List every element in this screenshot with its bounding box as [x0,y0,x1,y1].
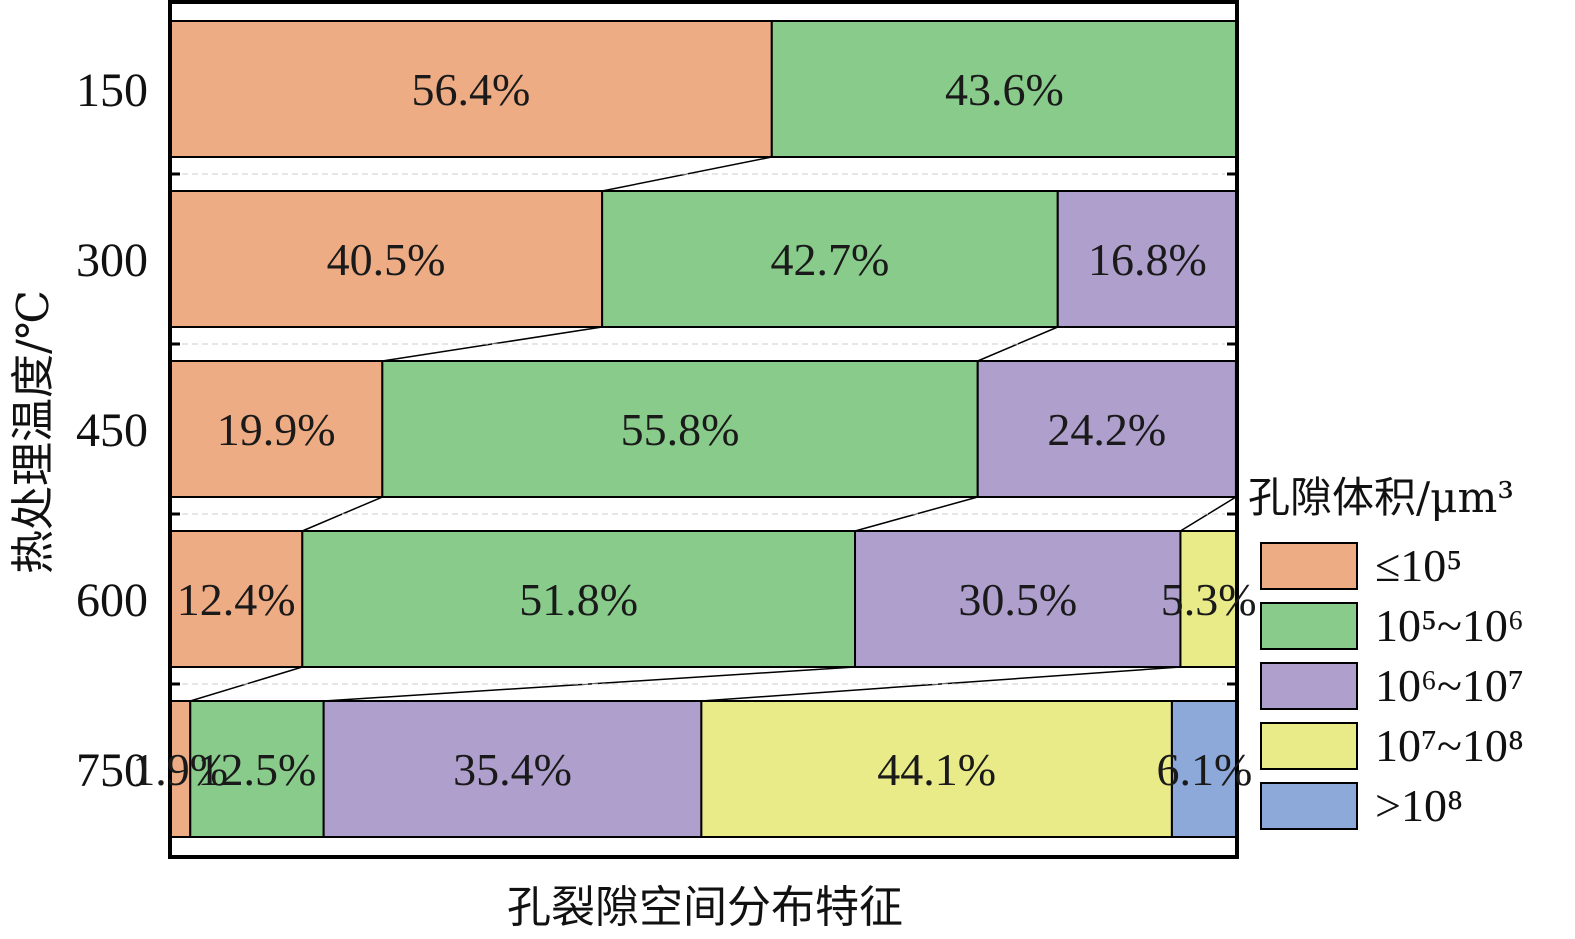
bar-750-series-2 [189,700,325,838]
y-axis-ticks: 150 300 450 600 750 [76,64,1237,797]
bar-600-series-3 [854,530,1182,668]
legend-entry-label: >10⁸ [1375,780,1463,831]
bar-150-series-2 [770,20,1239,158]
bars [169,20,1239,838]
data-label: 42.7% [771,234,890,285]
x-axis-title: 孔裂隙空间分布特征 [507,882,903,933]
y-axis-title: 热处理温度/℃ [8,290,59,574]
y-tick-label: 750 [76,744,148,797]
bar-450-series-1 [169,360,384,498]
data-label: 5.3% [1161,574,1257,625]
bar-600-series-2 [301,530,857,668]
bar-data-labels: 56.4% 43.6% 40.5% 42.7% 16.8% 19.9% 55.8% 24.2%… [132,64,1256,795]
legend-entry-label: 10⁶~10⁷ [1375,660,1524,711]
legend-title: 孔隙体积/μm³ [1248,473,1514,522]
data-label: 55.8% [621,404,740,455]
bar-750-series-3 [322,700,703,838]
data-label: 35.4% [453,744,572,795]
data-label: 12.5% [198,744,317,795]
bar-300-series-2 [601,190,1059,328]
data-label: 51.8% [519,574,638,625]
bar-450-series-3 [976,360,1237,498]
legend-entry-label: 10⁷~10⁸ [1375,720,1524,771]
data-label: 16.8% [1088,234,1207,285]
data-label: 19.9% [217,404,336,455]
legend: 孔隙体积/μm³ ≤10⁵ 10⁵~10⁶ 10⁶~10⁷ 10⁷~10⁸ >10⁸ [1248,473,1524,831]
y-tick-label: 300 [76,234,148,287]
bar-300-series-1 [169,190,604,328]
legend-entry-label: ≤10⁵ [1375,540,1462,591]
y-tick-label: 150 [76,64,148,117]
legend-swatch [1260,782,1358,830]
data-label: 6.1% [1157,744,1253,795]
data-label: 1.9% [132,744,228,795]
data-label: 56.4% [411,64,530,115]
y-tick-label: 450 [76,404,148,457]
data-label: 43.6% [945,64,1064,115]
plot-border [168,0,1239,859]
connector-line [323,666,856,702]
legend-swatch [1260,722,1358,770]
data-label: 30.5% [958,574,1077,625]
data-label: 44.1% [877,744,996,795]
data-label: 24.2% [1047,404,1166,455]
legend-swatch [1260,662,1358,710]
plot-frame [168,0,1239,859]
data-label: 40.5% [327,234,446,285]
connector-line [701,666,1181,702]
legend-swatch [1260,542,1358,590]
y-tick-label: 600 [76,574,148,627]
bar-450-series-2 [381,360,979,498]
bar-750-series-4 [700,700,1173,838]
legend-swatch [1260,602,1358,650]
bar-750-series-5 [1170,700,1238,838]
bar-300-series-3 [1056,190,1239,328]
data-label: 12.4% [177,574,296,625]
connector-line [1180,496,1237,532]
legend-entry-label: 10⁵~10⁶ [1375,600,1524,651]
